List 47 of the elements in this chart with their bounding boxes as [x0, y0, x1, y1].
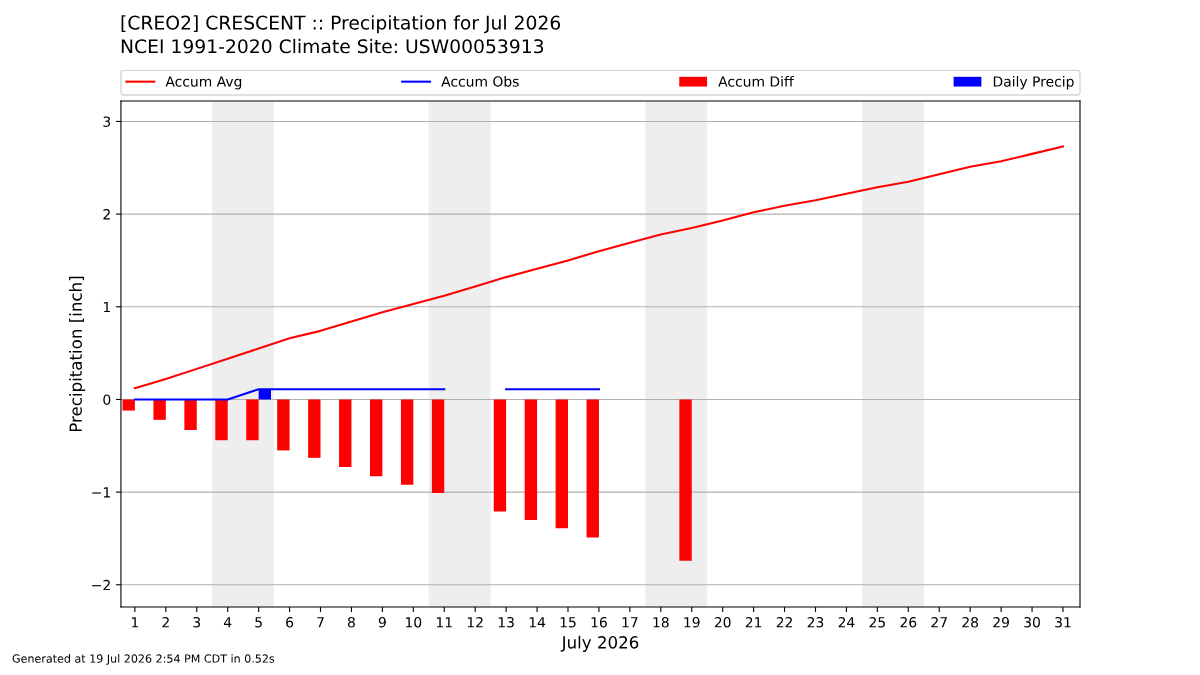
x-tick-label: 2 [162, 616, 169, 628]
legend-label: Accum Obs [441, 75, 519, 87]
x-tick-label: 26 [900, 616, 917, 628]
x-tick-label: 21 [745, 616, 762, 628]
x-tick-label: 18 [653, 616, 669, 628]
x-axis-title: July 2026 [560, 635, 639, 652]
x-tick-label: 19 [684, 616, 700, 628]
x-tick-label: 5 [255, 617, 262, 628]
x-tick-label: 22 [776, 616, 792, 628]
x-tick-label: 15 [560, 617, 576, 628]
x-tick-label: 24 [838, 616, 855, 628]
x-tick-label: 12 [467, 616, 483, 628]
x-tick-label: 11 [436, 617, 452, 628]
x-tick-label: 27 [931, 616, 947, 628]
x-tick-label: 13 [498, 616, 514, 628]
x-tick-label: 3 [193, 616, 201, 628]
x-tick-label: 14 [529, 617, 546, 628]
x-tick-label: 17 [622, 617, 638, 628]
chart-subtitle: NCEI 1991-2020 Climate Site: USW00053913 [121, 38, 544, 54]
x-tick-label: 7 [317, 617, 324, 628]
x-tick-label: 31 [1055, 616, 1071, 628]
x-tick-label: 1 [131, 617, 139, 628]
x-tick-label: 29 [993, 616, 1009, 628]
legend-label: Daily Precip [993, 75, 1074, 90]
x-tick-label: 23 [807, 616, 824, 628]
x-tick-label: 30 [1024, 616, 1040, 628]
x-tick-label: 20 [714, 616, 731, 628]
text: Generated at 19 Jul 2026 2:54 PM CDT in 0.52s [12, 654, 275, 665]
y-axis-title: Precipitation [inch] [69, 276, 86, 432]
line-series [133, 145, 1065, 390]
x-tick-label: 10 [406, 616, 422, 628]
x-tick-label: 6 [286, 616, 294, 628]
x-tick-label: 9 [378, 616, 386, 628]
x-tick-label: 4 [223, 617, 232, 628]
legend-label: Accum Diff [718, 75, 795, 87]
y-tick-label: 1 [103, 301, 110, 313]
y-tick-label: 0 [103, 394, 111, 405]
y-tick-label: −2 [92, 579, 110, 591]
legend-label: Accum Avg [165, 76, 242, 90]
x-tick-label: 8 [347, 616, 355, 628]
x-tick-label: 16 [591, 616, 607, 628]
chart-title: [CREO2] CRESCENT :: Precipitation for Jul 2026 [121, 15, 561, 34]
y-tick-label: 3 [103, 116, 111, 127]
x-tick-label: 25 [869, 616, 885, 628]
x-tick-label: 28 [962, 616, 979, 628]
y-tick-label: 2 [103, 209, 110, 220]
y-tick-label: −1 [92, 487, 110, 498]
